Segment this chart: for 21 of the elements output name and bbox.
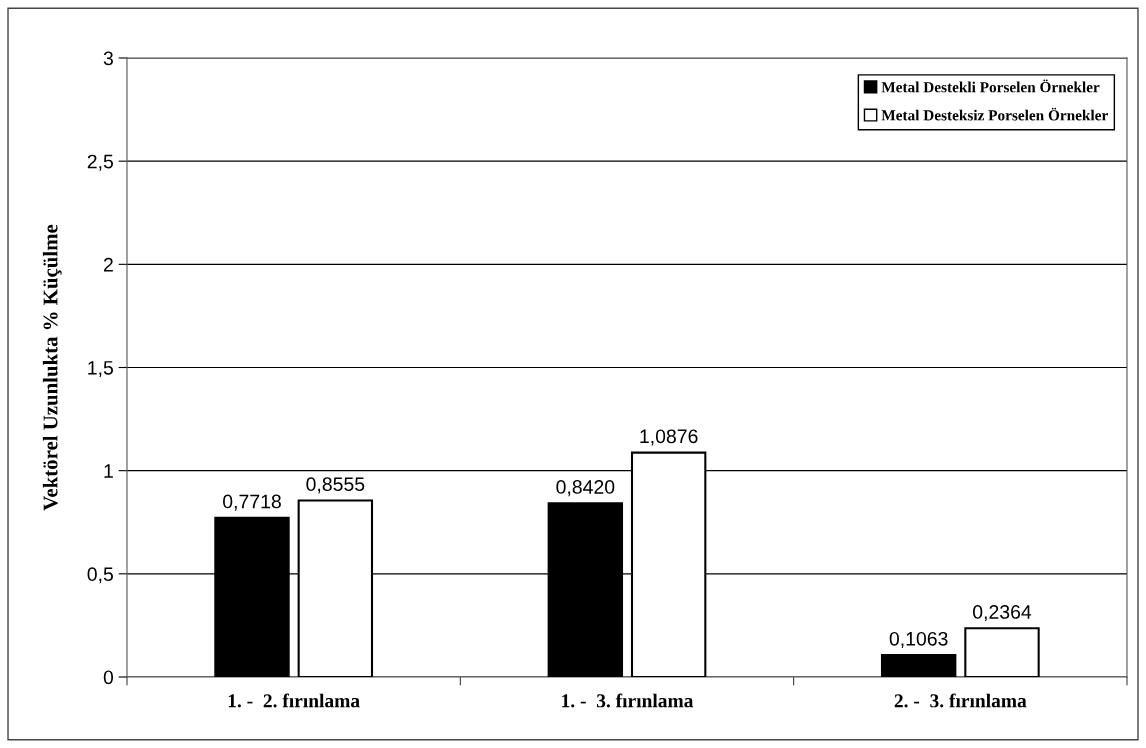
data-label: 0,2364 — [973, 605, 1032, 622]
legend-label: Metal Desteksiz Porselen Örnekler — [881, 107, 1108, 121]
legend-label: Metal Destekli Porselen Örnekler — [881, 79, 1100, 93]
bar — [964, 627, 1040, 677]
y-tick-label: 2,5 — [87, 154, 113, 171]
y-tick-label: 1 — [104, 464, 113, 478]
y-tick-label: 1,5 — [88, 361, 113, 378]
data-label: 0,8555 — [306, 477, 365, 494]
bar — [880, 654, 957, 677]
data-label: 0,8420 — [556, 480, 615, 497]
y-tick-label: 0 — [103, 670, 114, 685]
x-tick-label: 2. - 3. fırınlama — [894, 693, 1027, 708]
y-tick-label: 0,5 — [87, 567, 113, 584]
y-axis-title: Vektörel Uzunlukta % Küçülme — [42, 224, 62, 511]
x-tick-label: 1. - 3. fırınlama — [562, 693, 694, 708]
y-tick-label: 3 — [103, 51, 113, 66]
x-tick-label: 1. - 2. fırınlama — [228, 693, 360, 708]
data-label: 1,0876 — [640, 429, 698, 446]
data-label: 0,7718 — [223, 494, 281, 511]
data-label: 0,1063 — [889, 631, 948, 648]
y-tick-label: 2 — [103, 257, 113, 272]
